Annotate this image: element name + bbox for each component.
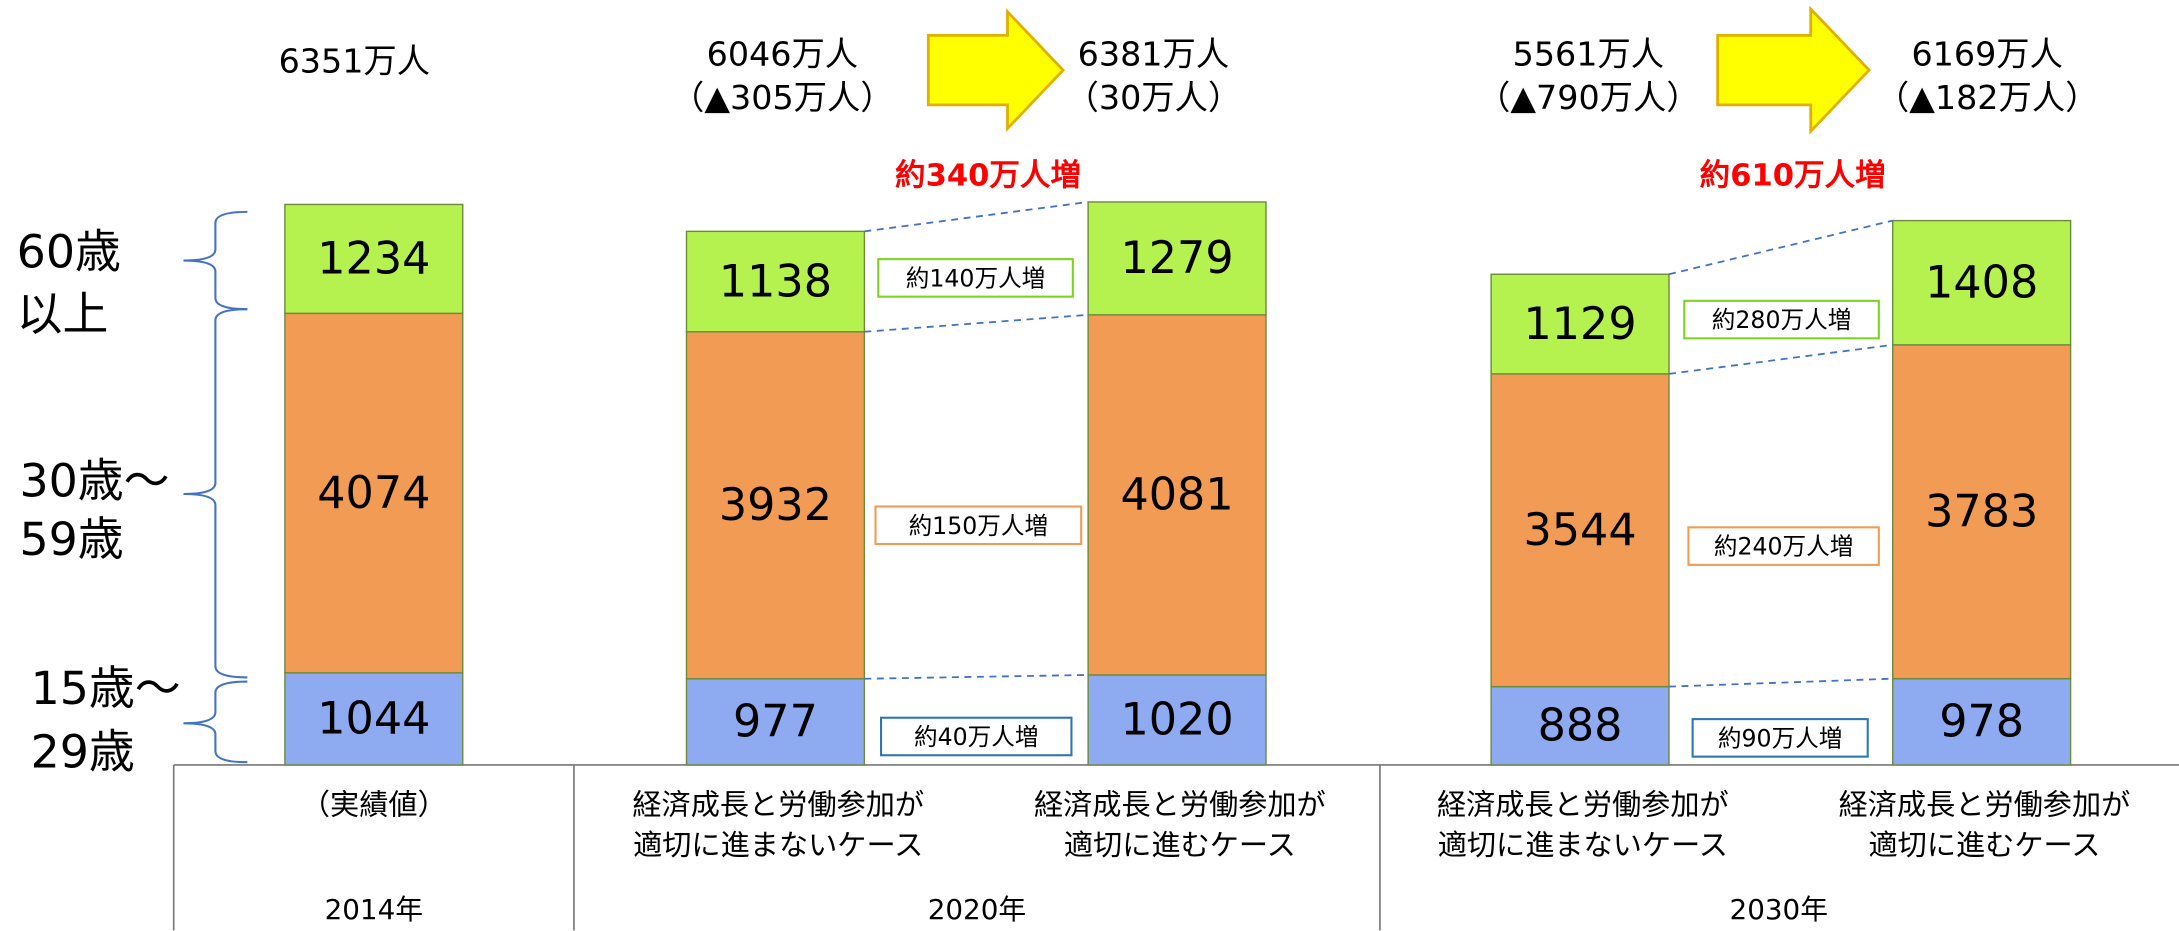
bar-segment xyxy=(1087,201,1267,316)
increase-box xyxy=(1691,718,1869,758)
x-tick-label: 適切に進まないケース xyxy=(633,828,923,862)
data-label: 4081 xyxy=(1120,470,1233,521)
data-label: 1129 xyxy=(1523,299,1636,350)
data-label: 1408 xyxy=(1925,257,2038,308)
increase-label: 約340万人増 xyxy=(895,159,1081,194)
data-label: 978 xyxy=(1939,697,2024,748)
connector xyxy=(1668,343,1893,375)
connector xyxy=(864,313,1089,333)
legend-label: 30歳～ xyxy=(19,454,169,508)
bar-segment xyxy=(1087,674,1267,766)
bar-segment xyxy=(1892,677,2072,766)
increase-label: 約610万人増 xyxy=(1700,159,1886,194)
data-label: 1020 xyxy=(1120,695,1233,746)
group-label: 2030年 xyxy=(1730,893,1828,926)
arrows xyxy=(926,5,1872,135)
legend-label: 60歳 xyxy=(17,224,121,278)
group-label: 2014年 xyxy=(325,893,423,926)
increase-box-label: 約280万人増 xyxy=(1712,306,1852,334)
bar-segment xyxy=(1892,219,2072,346)
total-label: （▲305万人） xyxy=(671,78,894,117)
bar-segment xyxy=(1087,314,1267,676)
arrow xyxy=(926,8,1066,132)
bar-segment xyxy=(1490,373,1670,688)
connector xyxy=(1668,677,1893,688)
bar-segment xyxy=(284,312,464,674)
connector xyxy=(864,674,1089,680)
x-tick-label: 適切に進まないケース xyxy=(1438,828,1728,862)
increase-box-label: 約40万人増 xyxy=(914,723,1038,751)
increase-box-label: 約90万人増 xyxy=(1718,724,1842,752)
connector xyxy=(1668,219,1893,276)
x-tick-label: 経済成長と労働参加が xyxy=(1437,788,1729,822)
increase-box xyxy=(1683,299,1880,340)
increase-box xyxy=(1687,526,1880,566)
bar-segment xyxy=(685,230,866,333)
increase-box-label: 約140万人増 xyxy=(906,264,1046,292)
brace xyxy=(183,308,248,679)
data-label: 1044 xyxy=(317,694,430,745)
total-label: （▲182万人） xyxy=(1876,78,2099,117)
increase-box xyxy=(880,716,1073,757)
brace xyxy=(183,210,248,311)
data-label: 1279 xyxy=(1120,233,1233,284)
total-label: 5561万人 xyxy=(1513,35,1665,74)
total-label: 6351万人 xyxy=(279,42,431,81)
x-tick-label: 経済成長と労働参加が xyxy=(632,788,924,822)
group-label: 2020年 xyxy=(928,893,1026,926)
bar-segment xyxy=(1892,344,2072,680)
increase-box xyxy=(877,258,1074,298)
data-label: 977 xyxy=(733,697,818,748)
data-label: 1234 xyxy=(317,234,430,285)
x-tick-label: （実績値） xyxy=(301,788,447,822)
increase-box-label: 約240万人増 xyxy=(1714,533,1854,561)
legend-label: 以上 xyxy=(17,287,109,341)
legend-label: 59歳 xyxy=(19,512,123,566)
bar-segment xyxy=(284,672,464,766)
x-tick-label: 適切に進むケース xyxy=(1064,828,1296,862)
bar-segment xyxy=(1490,273,1670,375)
data-label: 3932 xyxy=(719,480,832,531)
total-label: （30万人） xyxy=(1066,78,1242,117)
data-label: 4074 xyxy=(317,468,430,519)
brace xyxy=(183,680,248,764)
total-label: 6381万人 xyxy=(1078,35,1230,74)
data-label: 1138 xyxy=(719,256,832,307)
legend-label: 29歳 xyxy=(31,725,135,779)
increase-box-label: 約150万人増 xyxy=(909,512,1049,540)
total-label: 6046万人 xyxy=(707,35,859,74)
total-label: 6169万人 xyxy=(1911,35,2063,74)
arrow xyxy=(1716,5,1872,135)
connector xyxy=(864,201,1089,233)
data-label: 3783 xyxy=(1925,487,2038,538)
legend-label: 15歳～ xyxy=(31,661,181,715)
data-label: 3544 xyxy=(1523,505,1636,556)
bar-segment xyxy=(284,203,464,315)
x-tick-label: 適切に進むケース xyxy=(1868,828,2100,862)
data-label: 888 xyxy=(1538,701,1623,752)
x-tick-label: 経済成長と労働参加が xyxy=(1839,788,2131,822)
bar-segment xyxy=(1490,685,1670,766)
total-label: （▲790万人） xyxy=(1477,78,1700,117)
increase-box xyxy=(874,505,1083,546)
x-tick-label: 経済成長と労働参加が xyxy=(1034,788,1326,822)
